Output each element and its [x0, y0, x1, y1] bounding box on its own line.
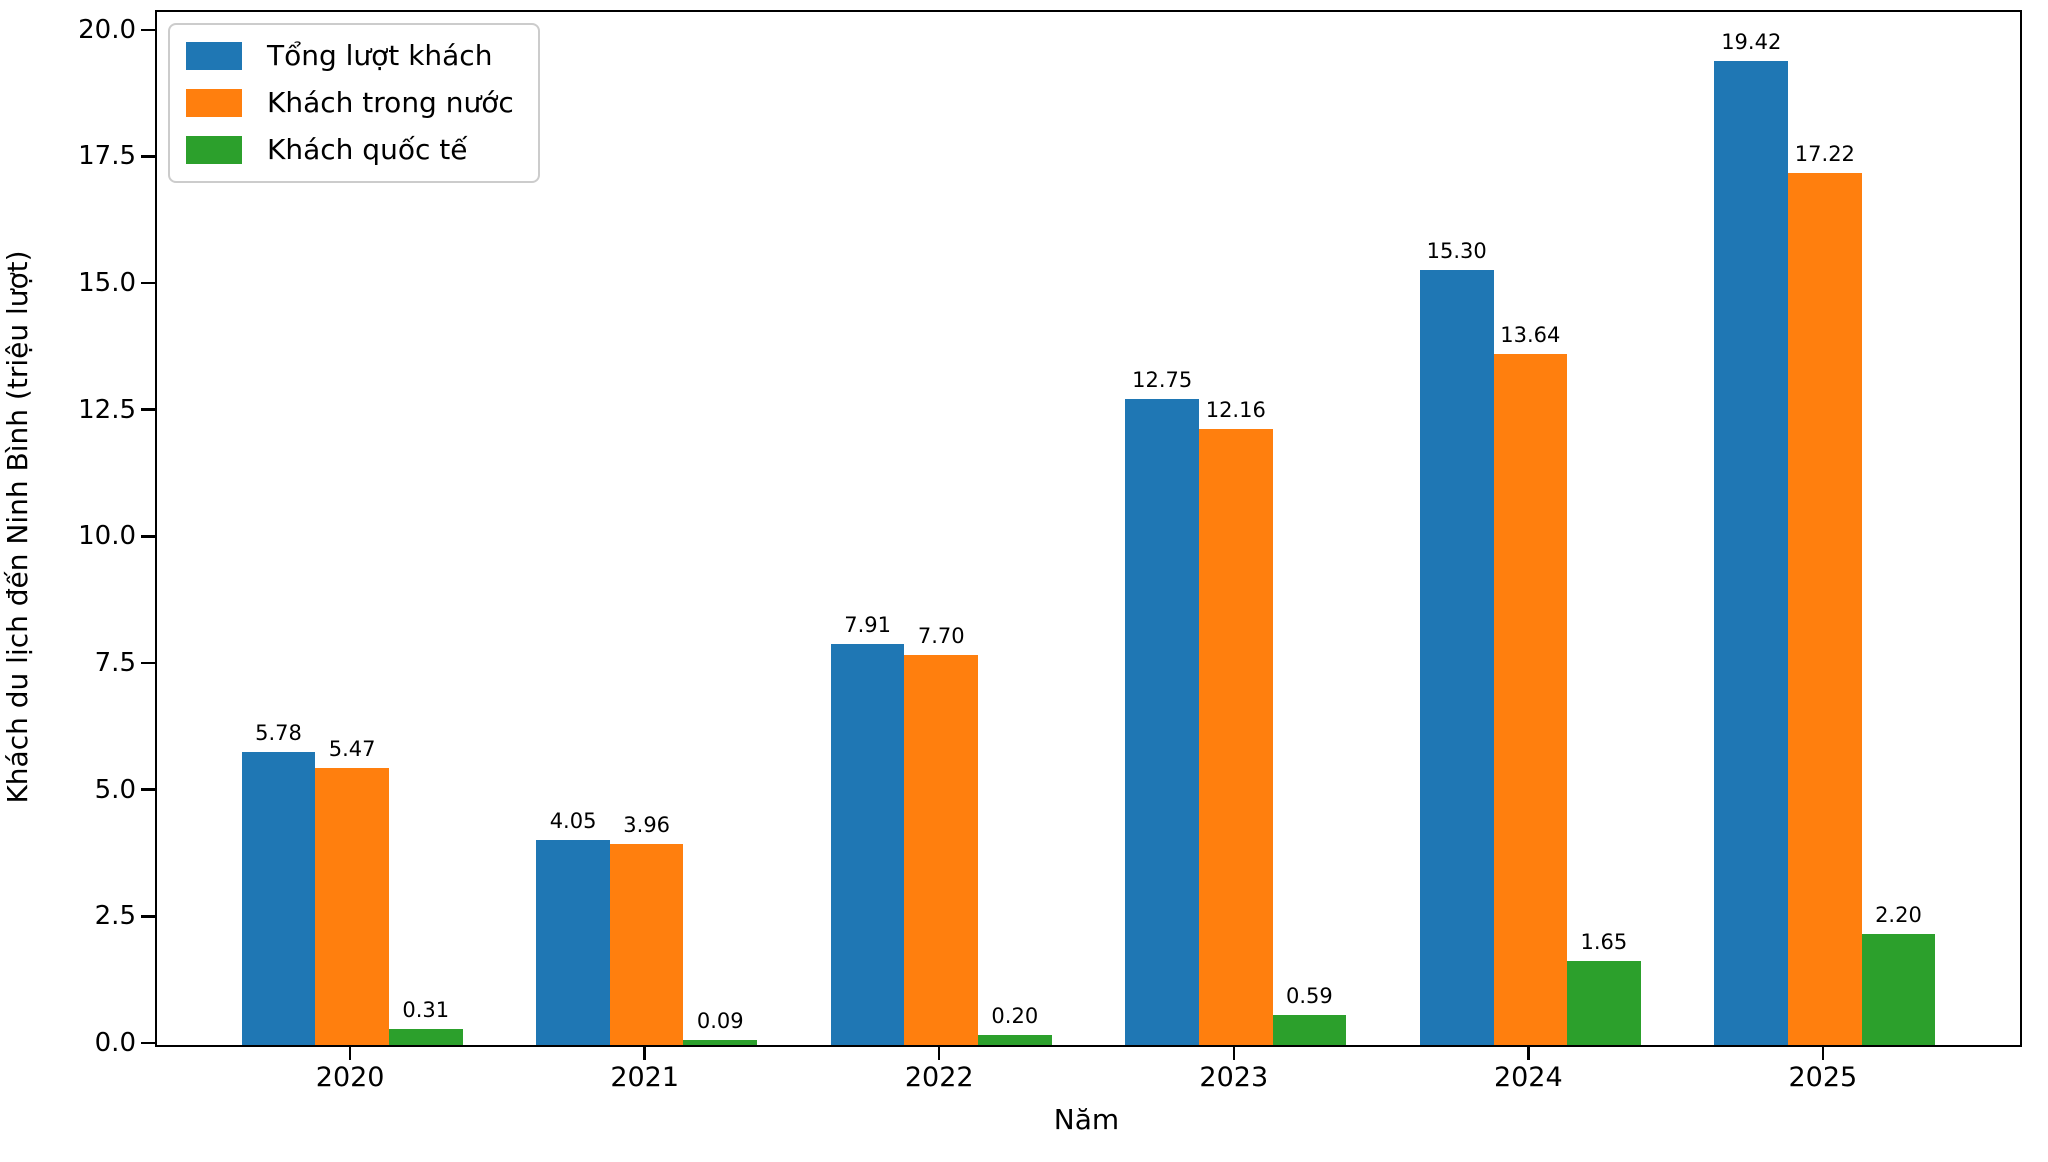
- legend-label: Khách quốc tế: [267, 133, 468, 166]
- bar-2021-series-1: [609, 844, 684, 1045]
- x-tick-label: 2020: [315, 1062, 385, 1093]
- y-tick-label: 0.0: [94, 1028, 136, 1058]
- legend-item-1: Khách trong nước: [186, 87, 514, 119]
- x-tick-label: 2024: [1493, 1062, 1563, 1093]
- bar-2025-series-2: [1861, 933, 1936, 1045]
- bar-value-label: 0.20: [991, 1003, 1039, 1028]
- plot-area: 5.78 5.47 0.31 4.05 3.96 0.09 7.91 7.70 0.20 12.7…: [155, 10, 2022, 1047]
- y-tick-mark: [141, 408, 155, 411]
- x-tick-mark: [643, 1045, 646, 1060]
- x-tick-label: 2022: [904, 1062, 974, 1093]
- y-tick-label: 17.5: [78, 141, 136, 172]
- bar-value-label: 0.31: [402, 998, 450, 1023]
- y-tick-label: 12.5: [78, 394, 136, 425]
- x-tick-mark: [348, 1045, 352, 1060]
- legend-swatch-icon: [186, 136, 242, 164]
- y-tick-mark: [141, 788, 155, 791]
- bar-2022-series-1: [904, 654, 979, 1045]
- x-tick-mark: [1527, 1045, 1530, 1060]
- bar-2023-series-1: [1198, 428, 1273, 1045]
- y-axis-label-text: Khách du lịch đến Ninh Bình (triệu lượt): [1, 250, 34, 804]
- bar-value-label: 0.09: [696, 1009, 744, 1034]
- y-tick-label: 20.0: [78, 14, 136, 45]
- y-tick-label: 7.5: [94, 648, 136, 679]
- x-axis-label: Năm: [1053, 1103, 1120, 1136]
- bar-value-label: 0.59: [1285, 984, 1333, 1009]
- legend-item-0: Tổng lượt khách: [186, 40, 514, 72]
- x-tick-label: 2025: [1788, 1062, 1858, 1093]
- bar-2023-series-0: [1125, 399, 1199, 1045]
- bar-2022-series-0: [830, 644, 905, 1045]
- bar-2021-series-2: [683, 1040, 758, 1045]
- bar-2020-series-2: [388, 1029, 463, 1045]
- bar-value-label: 4.05: [549, 808, 597, 833]
- legend-swatch-icon: [186, 42, 242, 70]
- y-tick-mark: [141, 661, 155, 665]
- legend-label: Khách trong nước: [267, 86, 514, 119]
- bar-value-label: 2.20: [1875, 902, 1922, 927]
- y-tick-mark: [141, 281, 155, 285]
- y-tick-label: 5.0: [94, 774, 136, 805]
- bar-value-label: 5.47: [328, 736, 376, 761]
- x-tick-mark: [937, 1045, 941, 1060]
- bar-value-label: 5.78: [255, 721, 302, 746]
- y-tick-mark: [141, 535, 155, 538]
- bar-2024-series-1: [1493, 353, 1568, 1045]
- bar-value-label: 12.16: [1205, 397, 1266, 422]
- bar-value-label: 3.96: [623, 813, 671, 838]
- y-tick-label: 15.0: [78, 268, 136, 299]
- bar-value-label: 19.42: [1721, 30, 1782, 55]
- bar-value-label: 1.65: [1580, 930, 1628, 955]
- bar-2020-series-1: [315, 767, 389, 1045]
- y-tick-label: 2.5: [94, 901, 136, 932]
- x-tick-mark: [1232, 1045, 1236, 1060]
- bar-value-label: 12.75: [1132, 368, 1193, 393]
- bar-2022-series-2: [978, 1034, 1052, 1045]
- y-tick-mark: [141, 915, 155, 918]
- legend-item-2: Khách quốc tế: [186, 134, 514, 166]
- y-tick-label: 10.0: [78, 521, 136, 552]
- bar-value-label: 17.22: [1794, 141, 1855, 166]
- y-tick-mark: [141, 155, 155, 158]
- bar-2025-series-1: [1788, 172, 1862, 1045]
- y-tick-mark: [141, 28, 155, 31]
- x-tick-label: 2023: [1199, 1062, 1269, 1093]
- y-tick-mark: [141, 1041, 155, 1045]
- bar-2024-series-2: [1567, 961, 1641, 1045]
- legend-swatch-icon: [186, 89, 242, 117]
- bar-2021-series-0: [536, 839, 610, 1045]
- bar-value-label: 7.70: [917, 623, 965, 648]
- bar-2020-series-0: [241, 752, 316, 1045]
- bar-value-label: 7.91: [844, 613, 891, 638]
- x-tick-mark: [1821, 1045, 1825, 1060]
- bar-2023-series-2: [1272, 1015, 1347, 1045]
- bar-2025-series-0: [1714, 61, 1789, 1045]
- bar-value-label: 15.30: [1426, 238, 1487, 263]
- bar-value-label: 13.64: [1500, 322, 1561, 347]
- x-tick-label: 2021: [610, 1062, 680, 1093]
- bar-2024-series-0: [1419, 269, 1494, 1045]
- legend: Tổng lượt khách Khách trong nước Khách quố…: [168, 23, 540, 183]
- legend-label: Tổng lượt khách: [267, 39, 493, 72]
